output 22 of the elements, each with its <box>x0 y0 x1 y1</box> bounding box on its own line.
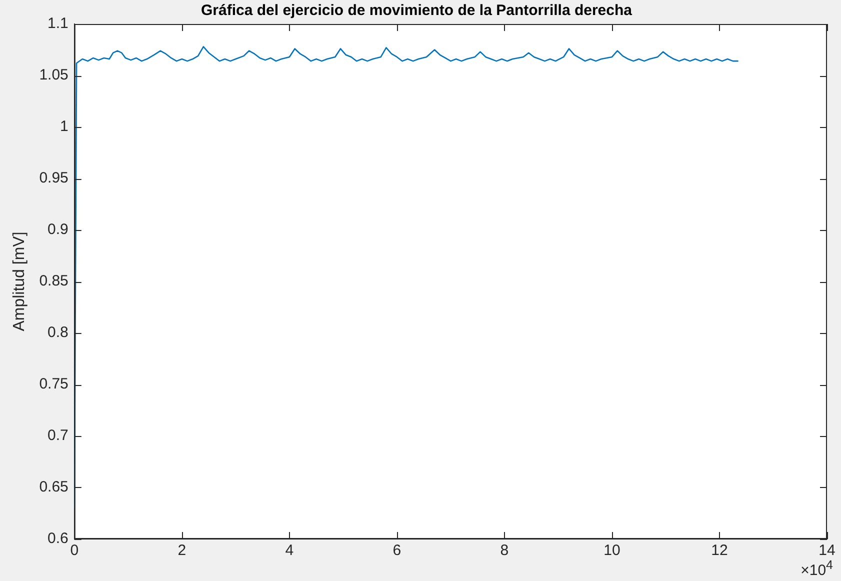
y-tick-label: 1.05 <box>39 66 68 84</box>
y-tick-label: 1 <box>60 118 68 136</box>
y-tick-label: 0.65 <box>39 478 68 496</box>
x-tick-label: 6 <box>392 542 402 560</box>
x-tick-label: 10 <box>604 542 620 560</box>
chart-title: Gráfica del ejercicio de movimiento de la Pantorrilla derecha <box>201 2 633 20</box>
x-tick-label: 2 <box>178 542 186 560</box>
x-tick-label: 4 <box>285 542 294 560</box>
x-tick-label: 8 <box>500 542 509 560</box>
y-tick-label: 0.6 <box>48 530 68 548</box>
y-tick-label: 0.85 <box>39 272 68 290</box>
y-tick-label: 1.1 <box>48 15 68 32</box>
x-tick-label: 14 <box>818 542 836 560</box>
x-tick-label: 0 <box>70 542 79 560</box>
y-tick-label: 0.7 <box>48 427 68 444</box>
y-tick-label: 0.8 <box>48 324 68 342</box>
text: ×10$^{4}$ <box>800 558 833 579</box>
y-axis-title: Amplitud [mV] <box>11 232 28 332</box>
y-tick-label: 0.95 <box>39 170 68 187</box>
x-tick-label: 12 <box>711 542 728 560</box>
y-tick-label: 0.9 <box>48 221 68 238</box>
y-tick-label: 0.75 <box>39 376 68 393</box>
